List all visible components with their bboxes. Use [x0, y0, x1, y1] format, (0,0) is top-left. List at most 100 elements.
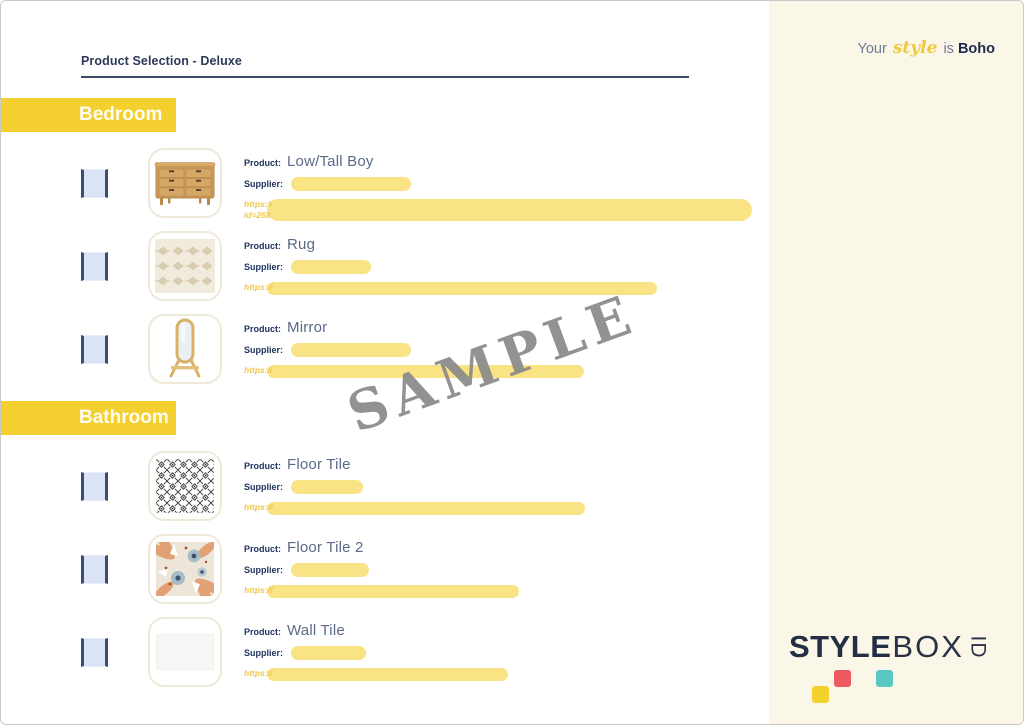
- supplier-line: Supplier:: [244, 563, 769, 577]
- section-banner: Bathroom: [1, 401, 176, 435]
- product-url-link[interactable]: https://: [244, 282, 769, 296]
- select-checkbox[interactable]: [81, 555, 108, 584]
- logo-box-text: BOX: [892, 629, 964, 664]
- product-name-line: Product: Mirror: [244, 319, 769, 336]
- section-rows: Product: Low/Tall Boy Supplier: https://…: [1, 132, 769, 401]
- product-info: Product: Floor Tile Supplier: https://: [244, 451, 769, 521]
- supplier-redaction: [291, 563, 370, 577]
- dresser-image: [148, 148, 222, 218]
- product-name: Wall Tile: [287, 622, 345, 639]
- supplier-label: Supplier:: [244, 565, 284, 575]
- supplier-redaction: [291, 343, 412, 357]
- product-row: Product: Wall Tile Supplier: https://: [81, 617, 769, 687]
- logo-id-text: ID: [966, 635, 990, 659]
- url-visible-text: https://: [244, 282, 273, 292]
- url-visible-text: https://id=268: [244, 199, 273, 220]
- stylebox-logo: STYLEBOX ID: [789, 629, 990, 706]
- page-title: Product Selection - Deluxe: [81, 54, 242, 68]
- floor-tile-pattern-image: [148, 451, 222, 521]
- section-rows: Product: Floor Tile Supplier: https://: [1, 435, 769, 704]
- product-row: Product: Floor Tile 2 Supplier: https://: [81, 534, 769, 604]
- wall-tile-image: [148, 617, 222, 687]
- tagline-style-word: style: [892, 38, 938, 58]
- url-visible-text: https://: [244, 668, 273, 678]
- floor-tile-floral-image: [148, 534, 222, 604]
- product-url-link[interactable]: https://: [244, 502, 769, 516]
- supplier-label: Supplier:: [244, 345, 284, 355]
- document-area: Product Selection - Deluxe Bedroom Produ…: [1, 1, 769, 724]
- product-name-line: Product: Wall Tile: [244, 622, 769, 639]
- product-url-link[interactable]: https://: [244, 365, 769, 379]
- url-redaction: [267, 502, 585, 515]
- supplier-redaction: [291, 480, 364, 494]
- product-name-line: Product: Floor Tile 2: [244, 539, 769, 556]
- product-label: Product:: [244, 544, 281, 554]
- product-name: Low/Tall Boy: [287, 153, 374, 170]
- url-visible-text: https://: [244, 502, 273, 512]
- section-title: Bedroom: [79, 104, 163, 125]
- product-label: Product:: [244, 461, 281, 471]
- product-info: Product: Floor Tile 2 Supplier: https://: [244, 534, 769, 604]
- stylebox-logo-text: STYLEBOX ID: [789, 629, 990, 664]
- supplier-line: Supplier:: [244, 260, 769, 274]
- product-label: Product:: [244, 158, 281, 168]
- url-redaction: [267, 365, 584, 378]
- section-title: Bathroom: [79, 407, 169, 428]
- product-sections: Bedroom Product: Low/Tall Boy Supplier:: [1, 98, 769, 704]
- product-label: Product:: [244, 627, 281, 637]
- tagline-your: Your: [857, 41, 887, 57]
- product-name-line: Product: Low/Tall Boy: [244, 153, 769, 170]
- supplier-line: Supplier:: [244, 177, 769, 191]
- product-row: Product: Mirror Supplier: https://: [81, 314, 769, 384]
- supplier-label: Supplier:: [244, 482, 284, 492]
- logo-red-square: [834, 670, 851, 687]
- product-name: Mirror: [287, 319, 328, 336]
- section-bathroom: Bathroom Product: Floor Tile Supplier: h…: [1, 401, 769, 704]
- product-name: Floor Tile: [287, 456, 351, 473]
- product-label: Product:: [244, 324, 281, 334]
- mirror-image: [148, 314, 222, 384]
- select-checkbox[interactable]: [81, 335, 108, 364]
- logo-squares: [789, 670, 989, 706]
- sidebar: Your style is Boho STYLEBOX ID: [769, 1, 1023, 724]
- product-info: Product: Wall Tile Supplier: https://: [244, 617, 769, 687]
- url-redaction: [267, 199, 752, 221]
- product-name: Floor Tile 2: [287, 539, 364, 556]
- select-checkbox[interactable]: [81, 252, 108, 281]
- rug-image: [148, 231, 222, 301]
- supplier-line: Supplier:: [244, 480, 769, 494]
- select-checkbox[interactable]: [81, 472, 108, 501]
- supplier-label: Supplier:: [244, 179, 284, 189]
- supplier-label: Supplier:: [244, 262, 284, 272]
- select-checkbox[interactable]: [81, 638, 108, 667]
- logo-style-text: STYLE: [789, 629, 892, 664]
- url-redaction: [267, 282, 657, 295]
- product-row: Product: Rug Supplier: https://: [81, 231, 769, 301]
- supplier-redaction: [291, 177, 412, 191]
- section-banner: Bedroom: [1, 98, 176, 132]
- title-underline: [81, 76, 689, 78]
- product-name-line: Product: Rug: [244, 236, 769, 253]
- product-info: Product: Mirror Supplier: https://: [244, 314, 769, 384]
- product-info: Product: Rug Supplier: https://: [244, 231, 769, 301]
- product-url-link[interactable]: https://id=268: [244, 199, 769, 221]
- product-name: Rug: [287, 236, 316, 253]
- product-name-line: Product: Floor Tile: [244, 456, 769, 473]
- url-visible-text: https://: [244, 585, 273, 595]
- style-tagline: Your style is Boho: [857, 38, 995, 58]
- product-url-link[interactable]: https://: [244, 585, 769, 599]
- supplier-redaction: [291, 260, 372, 274]
- product-label: Product:: [244, 241, 281, 251]
- product-url-link[interactable]: https://: [244, 668, 769, 682]
- url-visible-text: https://: [244, 365, 273, 375]
- tagline-is: is: [943, 41, 954, 57]
- product-info: Product: Low/Tall Boy Supplier: https://…: [244, 148, 769, 221]
- supplier-label: Supplier:: [244, 648, 284, 658]
- supplier-line: Supplier:: [244, 343, 769, 357]
- logo-yellow-square: [812, 686, 829, 703]
- section-bedroom: Bedroom Product: Low/Tall Boy Supplier:: [1, 98, 769, 401]
- url-redaction: [267, 668, 508, 681]
- supplier-redaction: [291, 646, 367, 660]
- select-checkbox[interactable]: [81, 169, 108, 198]
